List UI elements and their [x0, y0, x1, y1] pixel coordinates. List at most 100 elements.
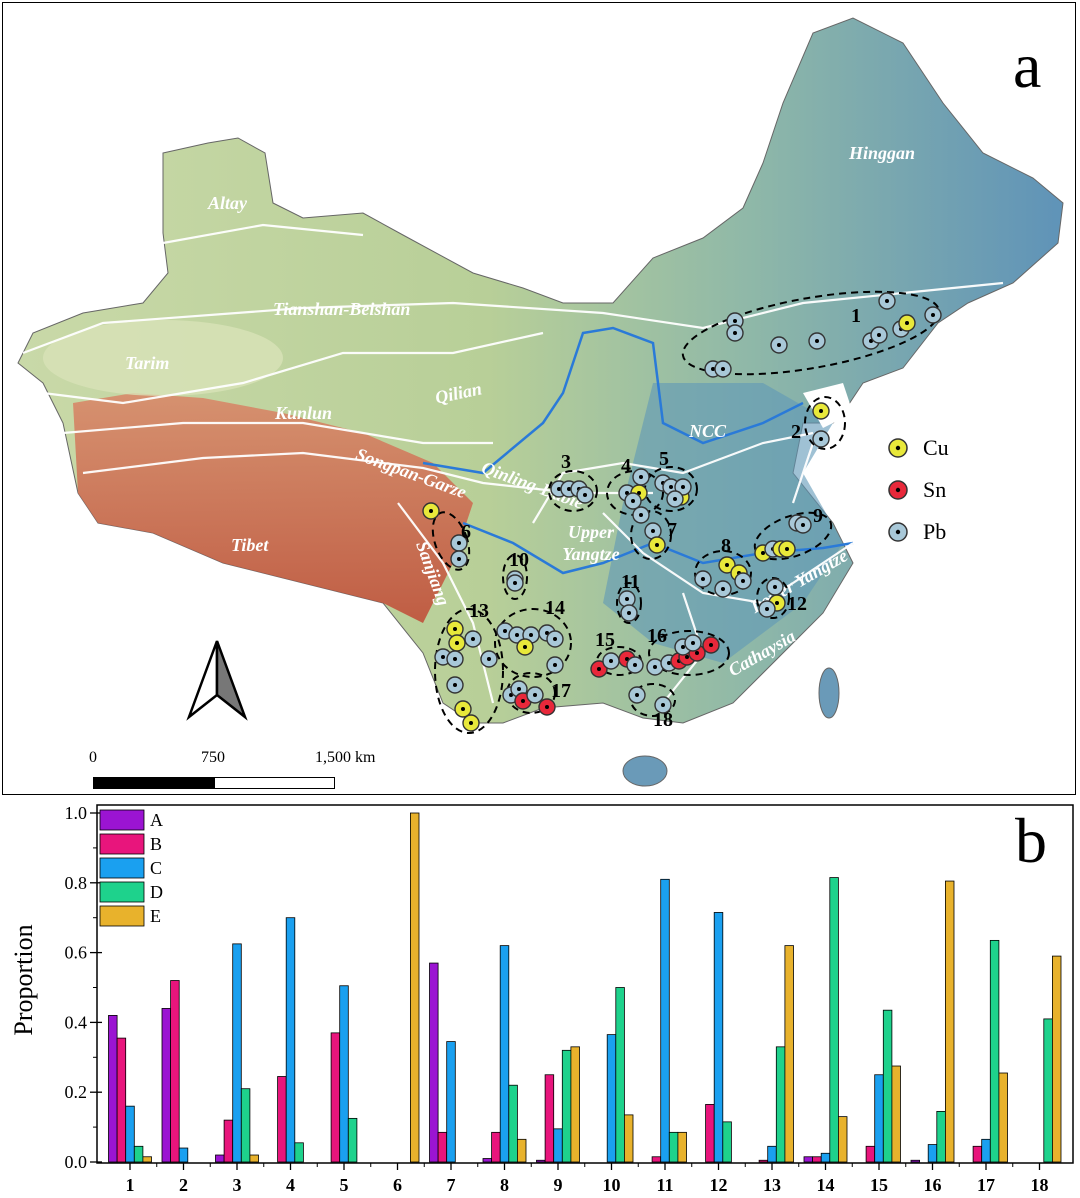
deposit-marker-dot	[775, 601, 779, 605]
deposit-markers	[422, 292, 942, 732]
deposit-marker-dot	[885, 299, 889, 303]
region-label-upper-yangtze: Upper Yangtze	[562, 522, 620, 564]
bar-D-12	[722, 1121, 732, 1163]
x-tick-label: 3	[233, 1175, 242, 1195]
bar-B-5	[330, 1032, 341, 1163]
bohai-sea	[803, 383, 853, 428]
deposit-marker-dot	[667, 661, 671, 665]
cluster-number-8: 8	[721, 535, 731, 557]
deposit-marker-dot	[597, 667, 601, 671]
x-tick-label: 7	[447, 1175, 456, 1195]
tibet-plateau	[73, 393, 473, 623]
x-tick-label: 9	[554, 1175, 563, 1195]
bar-C-2	[178, 1147, 189, 1163]
chart-axes: 0.00.20.40.60.81.01 2 3 4 5 6 7 8 9 10 11 12 13 14 15 1…	[65, 803, 1074, 1195]
bar-D-14	[829, 877, 839, 1163]
deposit-marker-dot	[567, 487, 571, 491]
deposit-marker-dot	[533, 693, 537, 697]
cluster-number-3: 3	[561, 451, 571, 473]
bar-E-3	[249, 1154, 259, 1163]
bar-B-3	[223, 1119, 234, 1163]
tectonic-boundaries	[22, 223, 1004, 704]
bar-D-16	[936, 1110, 946, 1163]
north-arrow-icon	[186, 640, 248, 721]
deposit-marker-dot	[635, 693, 639, 697]
deposit-marker-dot	[695, 651, 699, 655]
bar-B-8	[491, 1131, 501, 1163]
x-tick-label: 2	[179, 1175, 188, 1195]
deposit-marker-dot	[633, 663, 637, 667]
bar-B-2	[170, 980, 180, 1163]
bar-C-11	[660, 878, 670, 1163]
deposit-overlay	[422, 290, 942, 734]
bar-C-8	[499, 945, 510, 1163]
region-label-altay: Altay	[208, 193, 247, 213]
deposit-marker-dot	[639, 475, 643, 479]
panel-label-b: b	[1015, 805, 1047, 876]
bar-C-1	[125, 1105, 135, 1163]
bar-B-12	[705, 1104, 715, 1163]
scale-bar-label-750: 750	[201, 749, 225, 766]
cluster-number-11: 11	[621, 571, 640, 593]
panel-label-a: a	[1013, 30, 1042, 101]
bar-D-15	[882, 1009, 893, 1163]
deposit-marker-dot	[461, 707, 465, 711]
legend-label-E: E	[150, 906, 161, 926]
x-tick-label: 10	[603, 1175, 621, 1195]
deposit-marker-dot	[455, 641, 459, 645]
bar-E-15	[891, 1065, 901, 1163]
x-tick-label: 11	[656, 1175, 673, 1195]
bar-A-7	[429, 962, 439, 1163]
deposit-marker-dot	[673, 497, 677, 501]
deposit-marker-dot	[457, 541, 461, 545]
tarim-basin	[43, 320, 283, 396]
bar-C-7	[446, 1041, 456, 1163]
bar-D-1	[133, 1145, 144, 1163]
region-label-hinggan: Hinggan	[849, 143, 916, 163]
legend-swatch-E	[99, 905, 145, 927]
bar-C-16	[927, 1144, 938, 1163]
legend-sn-label: Sn	[923, 477, 947, 502]
deposit-marker-dot	[523, 645, 527, 649]
deposit-marker-dot	[785, 547, 789, 551]
x-tick-label: 8	[500, 1175, 509, 1195]
bar-B-15	[865, 1145, 876, 1163]
legend-swatch-C	[99, 857, 145, 879]
y-tick-label: 0.8	[65, 873, 88, 893]
bar-D-11	[668, 1131, 679, 1163]
legend-label-D: D	[150, 882, 163, 902]
scale-bar	[93, 777, 335, 789]
deposit-marker-dot	[471, 637, 475, 641]
legend-label-B: B	[150, 834, 162, 854]
deposit-marker-dot	[651, 529, 655, 533]
deposit-marker-dot	[765, 607, 769, 611]
bar-B-17	[972, 1145, 983, 1163]
bar-B-7	[437, 1131, 448, 1163]
bar-E-9	[570, 1046, 580, 1163]
deposit-marker-dot	[819, 437, 823, 441]
bar-E-11	[677, 1131, 687, 1163]
bar-C-14	[820, 1152, 831, 1163]
deposit-marker-dot	[721, 367, 725, 371]
deposit-marker-dot	[733, 319, 737, 323]
x-tick-label: 15	[870, 1175, 888, 1195]
y-tick-label: 0.4	[65, 1012, 88, 1032]
x-tick-label: 14	[817, 1175, 835, 1195]
map-legend-icons	[888, 438, 908, 542]
x-tick-label: 13	[763, 1175, 781, 1195]
deposit-marker-dot	[513, 581, 517, 585]
cluster-number-5: 5	[659, 448, 669, 470]
legend-pb-label: Pb	[923, 519, 947, 544]
bar-A-9	[536, 1159, 546, 1163]
cluster-number-14: 14	[545, 597, 565, 619]
deposit-marker-dot	[457, 557, 461, 561]
deposit-marker-dot	[711, 367, 715, 371]
eastern-lowlands	[603, 383, 843, 663]
deposit-marker-dot	[681, 645, 685, 649]
cluster-number-6: 6	[461, 521, 471, 543]
deposit-marker-dot	[773, 585, 777, 589]
deposit-marker-dot	[819, 409, 823, 413]
bar-A-16	[910, 1159, 921, 1163]
region-label-tarim: Tarim	[125, 353, 170, 373]
chart-bars	[108, 812, 1062, 1163]
